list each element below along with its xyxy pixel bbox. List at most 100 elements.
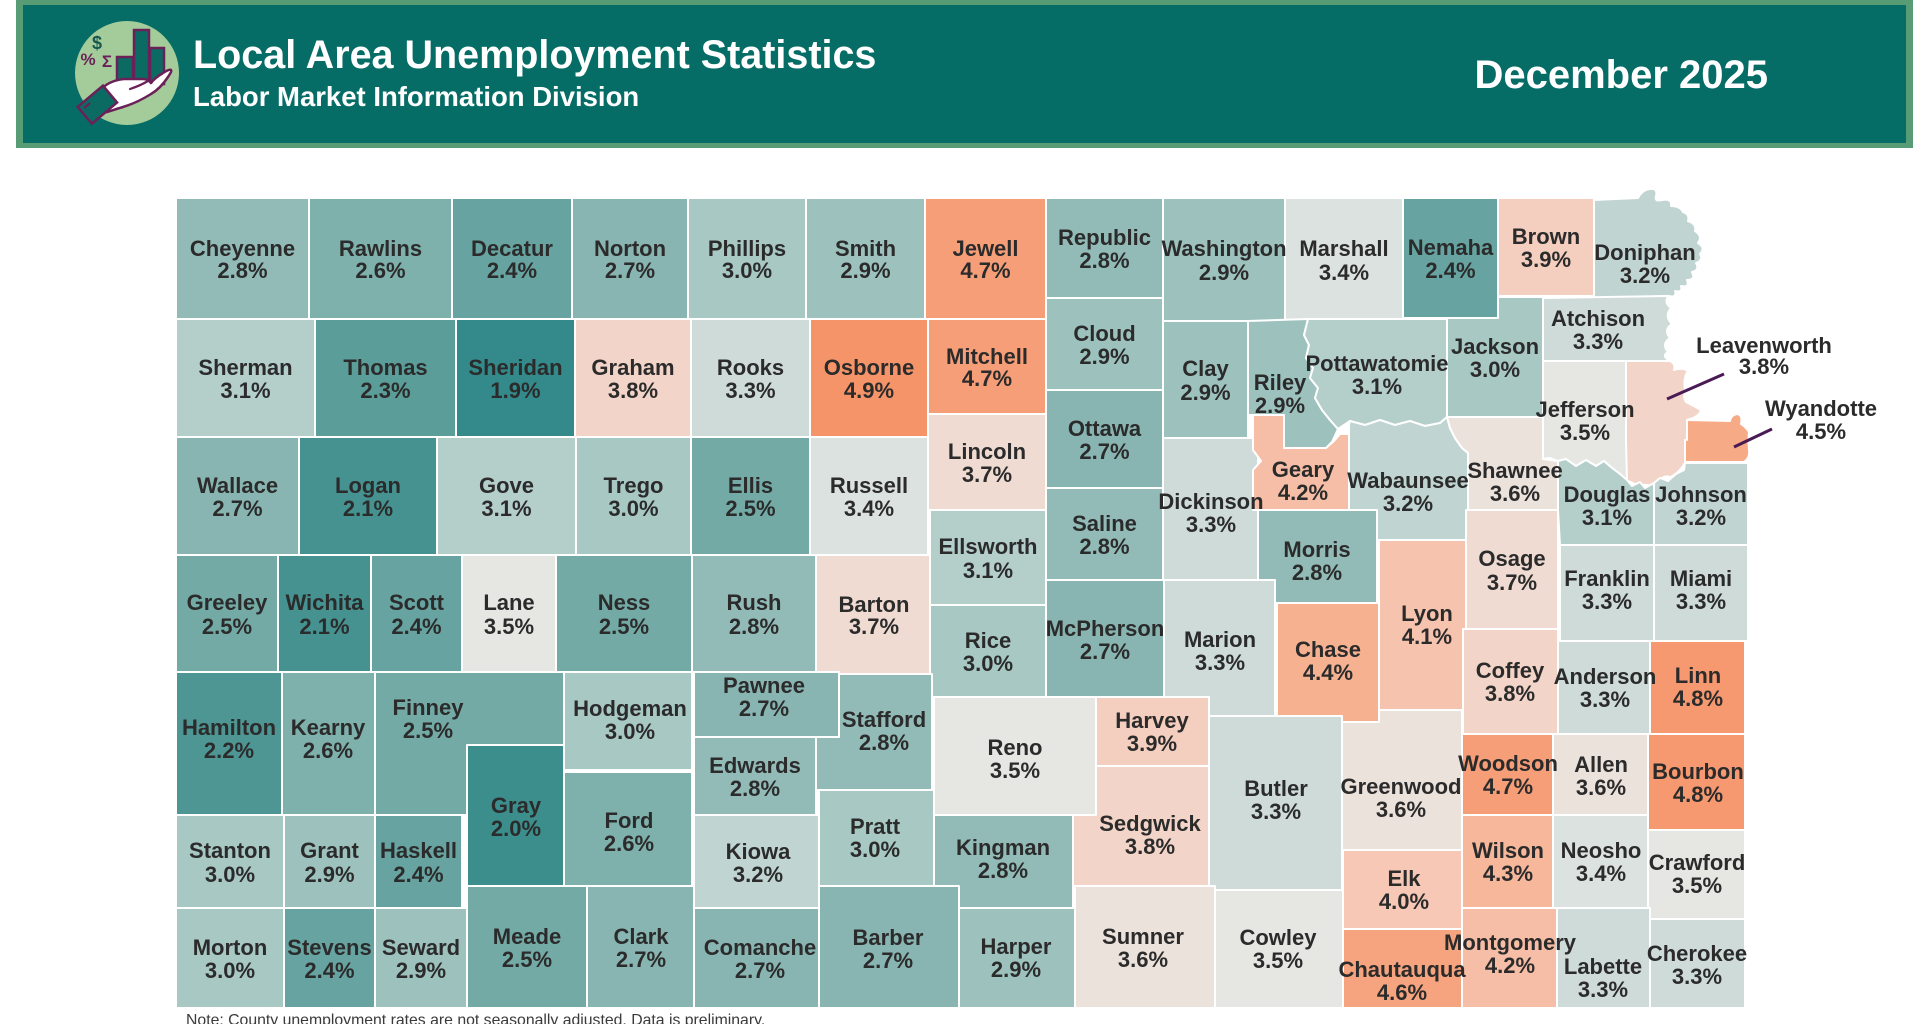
svg-text:3.4%: 3.4% — [1576, 861, 1626, 886]
svg-text:Lyon: Lyon — [1401, 601, 1453, 626]
svg-text:Wyandotte: Wyandotte — [1765, 396, 1877, 421]
svg-text:3.3%: 3.3% — [1186, 512, 1236, 537]
svg-text:2.1%: 2.1% — [299, 614, 349, 639]
svg-text:4.2%: 4.2% — [1485, 953, 1535, 978]
svg-text:2.4%: 2.4% — [1425, 258, 1475, 283]
svg-text:2.0%: 2.0% — [491, 816, 541, 841]
svg-text:Neosho: Neosho — [1561, 838, 1642, 863]
svg-text:3.1%: 3.1% — [220, 378, 270, 403]
svg-text:December 2025: December 2025 — [1474, 53, 1768, 97]
svg-text:2.8%: 2.8% — [217, 258, 267, 283]
svg-text:3.3%: 3.3% — [1251, 799, 1301, 824]
svg-text:Comanche: Comanche — [704, 935, 816, 960]
svg-text:Lincoln: Lincoln — [948, 439, 1026, 464]
svg-text:4.8%: 4.8% — [1673, 782, 1723, 807]
svg-text:Gove: Gove — [479, 473, 534, 498]
svg-text:2.6%: 2.6% — [355, 258, 405, 283]
svg-text:4.7%: 4.7% — [962, 366, 1012, 391]
svg-text:3.3%: 3.3% — [1573, 329, 1623, 354]
svg-text:3.5%: 3.5% — [1672, 873, 1722, 898]
svg-text:2.9%: 2.9% — [991, 957, 1041, 982]
svg-text:3.6%: 3.6% — [1490, 481, 1540, 506]
svg-text:Stevens: Stevens — [287, 935, 371, 960]
svg-text:Rawlins: Rawlins — [339, 236, 422, 261]
svg-text:Allen: Allen — [1574, 752, 1628, 777]
svg-text:Hamilton: Hamilton — [182, 715, 276, 740]
svg-text:3.5%: 3.5% — [990, 758, 1040, 783]
svg-text:Ottawa: Ottawa — [1068, 416, 1142, 441]
svg-text:Clark: Clark — [613, 924, 669, 949]
svg-text:Linn: Linn — [1675, 663, 1721, 688]
svg-text:3.1%: 3.1% — [1352, 374, 1402, 399]
svg-text:Graham: Graham — [591, 355, 674, 380]
svg-text:3.1%: 3.1% — [1582, 505, 1632, 530]
svg-text:3.9%: 3.9% — [1521, 247, 1571, 272]
svg-text:Anderson: Anderson — [1554, 664, 1657, 689]
svg-text:3.0%: 3.0% — [605, 719, 655, 744]
svg-text:Harper: Harper — [981, 934, 1052, 959]
svg-text:3.0%: 3.0% — [722, 258, 772, 283]
svg-text:3.8%: 3.8% — [1739, 354, 1789, 379]
svg-text:Σ: Σ — [102, 52, 112, 71]
svg-text:2.7%: 2.7% — [735, 958, 785, 983]
svg-text:2.7%: 2.7% — [605, 258, 655, 283]
svg-text:Barber: Barber — [853, 925, 924, 950]
svg-text:Wabaunsee: Wabaunsee — [1347, 468, 1468, 493]
svg-text:Hodgeman: Hodgeman — [573, 696, 687, 721]
svg-text:3.3%: 3.3% — [1578, 977, 1628, 1002]
svg-text:Rice: Rice — [965, 628, 1011, 653]
svg-text:Phillips: Phillips — [708, 236, 786, 261]
svg-text:4.0%: 4.0% — [1379, 889, 1429, 914]
svg-text:Barton: Barton — [839, 592, 910, 617]
svg-text:3.3%: 3.3% — [1582, 589, 1632, 614]
svg-text:3.2%: 3.2% — [1676, 505, 1726, 530]
svg-text:2.7%: 2.7% — [739, 696, 789, 721]
svg-text:3.0%: 3.0% — [608, 496, 658, 521]
svg-text:2.3%: 2.3% — [360, 378, 410, 403]
svg-text:2.5%: 2.5% — [725, 496, 775, 521]
svg-text:2.5%: 2.5% — [599, 614, 649, 639]
svg-text:Wichita: Wichita — [285, 590, 364, 615]
svg-text:2.9%: 2.9% — [304, 862, 354, 887]
svg-text:Greeley: Greeley — [187, 590, 268, 615]
svg-text:Douglas: Douglas — [1564, 482, 1651, 507]
svg-text:Cowley: Cowley — [1239, 925, 1317, 950]
svg-text:3.0%: 3.0% — [963, 651, 1013, 676]
svg-text:Cloud: Cloud — [1073, 321, 1135, 346]
svg-text:2.9%: 2.9% — [396, 958, 446, 983]
svg-text:Dickinson: Dickinson — [1158, 489, 1263, 514]
svg-text:3.3%: 3.3% — [1676, 589, 1726, 614]
svg-text:Seward: Seward — [382, 935, 460, 960]
svg-text:Ellis: Ellis — [728, 473, 773, 498]
svg-text:2.4%: 2.4% — [393, 862, 443, 887]
svg-text:Geary: Geary — [1272, 457, 1335, 482]
svg-text:3.5%: 3.5% — [1253, 948, 1303, 973]
svg-text:3.9%: 3.9% — [1127, 731, 1177, 756]
svg-text:2.9%: 2.9% — [1199, 260, 1249, 285]
svg-text:Decatur: Decatur — [471, 236, 553, 261]
svg-text:2.6%: 2.6% — [303, 738, 353, 763]
svg-text:Labor Market Information Divis: Labor Market Information Division — [193, 81, 639, 112]
svg-text:2.7%: 2.7% — [616, 947, 666, 972]
svg-text:Crawford: Crawford — [1649, 850, 1746, 875]
svg-text:3.7%: 3.7% — [1487, 570, 1537, 595]
svg-text:3.0%: 3.0% — [1470, 357, 1520, 382]
svg-text:Wilson: Wilson — [1472, 838, 1544, 863]
svg-text:Miami: Miami — [1670, 566, 1732, 591]
svg-text:2.8%: 2.8% — [1079, 534, 1129, 559]
svg-text:2.6%: 2.6% — [604, 831, 654, 856]
svg-text:Finney: Finney — [393, 695, 465, 720]
svg-text:3.4%: 3.4% — [1319, 260, 1369, 285]
svg-text:3.5%: 3.5% — [484, 614, 534, 639]
svg-text:Rush: Rush — [727, 590, 782, 615]
svg-text:3.3%: 3.3% — [725, 378, 775, 403]
svg-text:2.5%: 2.5% — [202, 614, 252, 639]
svg-text:4.8%: 4.8% — [1673, 686, 1723, 711]
svg-text:4.2%: 4.2% — [1278, 480, 1328, 505]
svg-text:Trego: Trego — [604, 473, 664, 498]
svg-text:Norton: Norton — [594, 236, 666, 261]
svg-text:2.7%: 2.7% — [212, 496, 262, 521]
svg-text:Kiowa: Kiowa — [726, 839, 792, 864]
svg-text:Republic: Republic — [1058, 225, 1151, 250]
svg-text:Leavenworth: Leavenworth — [1696, 333, 1832, 358]
